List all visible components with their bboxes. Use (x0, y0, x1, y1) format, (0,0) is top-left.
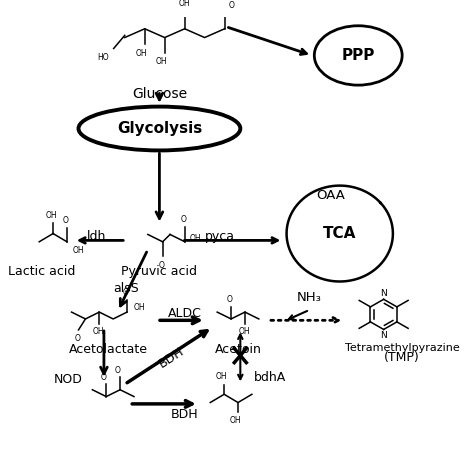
Text: (TMP): (TMP) (384, 351, 420, 364)
Text: NH₃: NH₃ (297, 292, 322, 304)
Text: OH: OH (73, 246, 84, 255)
Text: O: O (158, 261, 164, 270)
Text: pyca: pyca (204, 230, 235, 243)
Text: PPP: PPP (342, 48, 375, 63)
Text: ldh: ldh (87, 230, 107, 243)
Text: O: O (123, 288, 128, 297)
Text: OH: OH (238, 327, 250, 336)
Text: BDH: BDH (156, 345, 186, 371)
Text: O: O (115, 365, 121, 374)
Text: O: O (63, 216, 68, 225)
Text: OH: OH (190, 234, 201, 243)
Text: Pyruvic acid: Pyruvic acid (121, 265, 197, 278)
Text: bdhA: bdhA (254, 371, 286, 384)
Text: N: N (380, 289, 387, 298)
Text: OH: OH (93, 327, 104, 336)
Text: Acetoin: Acetoin (215, 343, 262, 356)
Text: Glycolysis: Glycolysis (117, 121, 202, 136)
Text: alsS: alsS (113, 282, 138, 294)
Text: NOD: NOD (54, 373, 83, 386)
Text: O: O (74, 334, 80, 343)
Text: BDH: BDH (171, 408, 199, 421)
Text: OH: OH (155, 57, 167, 66)
Text: O: O (229, 1, 235, 10)
Text: Acetolactate: Acetolactate (69, 343, 148, 356)
Text: OH: OH (45, 211, 57, 220)
Text: HO: HO (98, 53, 109, 62)
Text: Lactic acid: Lactic acid (8, 265, 75, 278)
Text: ALDC: ALDC (168, 307, 202, 320)
Text: OH: OH (216, 372, 228, 381)
Text: O: O (181, 215, 186, 224)
Text: O: O (227, 295, 233, 304)
Text: TCA: TCA (323, 226, 356, 241)
Text: OH: OH (136, 48, 147, 57)
Text: OH: OH (230, 416, 242, 425)
Text: Tetramethylpyrazine: Tetramethylpyrazine (345, 343, 459, 353)
Text: N: N (380, 331, 387, 340)
Text: O: O (101, 373, 107, 382)
Text: OH: OH (179, 0, 191, 8)
Text: Glucose: Glucose (132, 87, 187, 101)
Text: OAA: OAA (316, 189, 345, 201)
Text: OH: OH (134, 303, 146, 312)
